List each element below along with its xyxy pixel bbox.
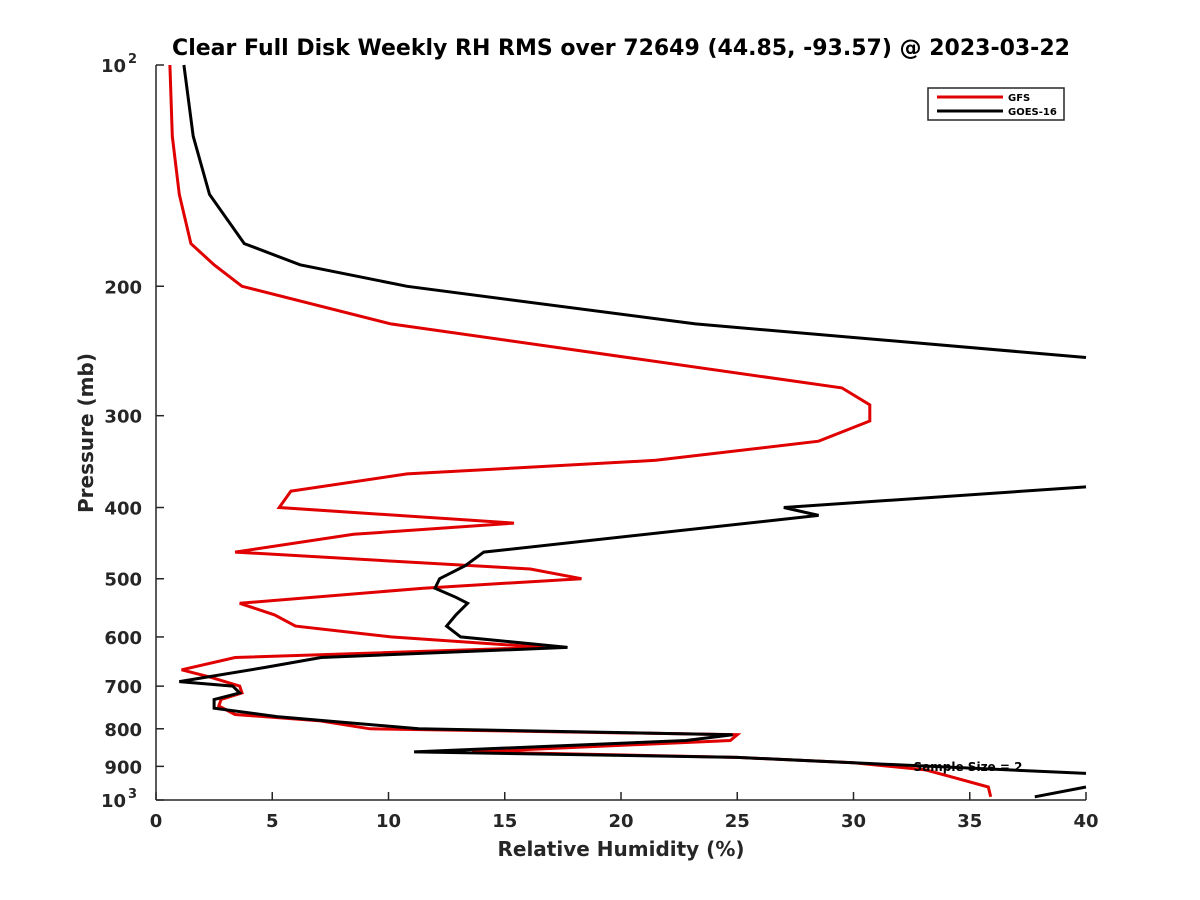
- x-tick-label: 35: [957, 811, 982, 832]
- x-tick-label: 15: [492, 811, 517, 832]
- y-tick-label: 500: [104, 570, 142, 591]
- y-tick-label-power: 10 2: [101, 52, 137, 77]
- x-axis-ticks: 0 5 10 15 20 25 30 35 40: [150, 792, 1099, 832]
- x-tick-label: 25: [725, 811, 750, 832]
- series-line-goes16-segment-3: [1034, 785, 1087, 799]
- chart-title: Clear Full Disk Weekly RH RMS over 72649…: [172, 36, 1070, 61]
- plot-area: [156, 65, 1086, 800]
- series-layer: [168, 64, 1087, 799]
- y-tick-label-power: 10 3: [101, 787, 137, 812]
- x-tick-label: 0: [150, 811, 163, 832]
- x-tick-label: 10: [376, 811, 401, 832]
- series-line-goes16-segment-1: [182, 64, 1087, 359]
- series-line-goes16-segment-2: [179, 485, 1087, 775]
- y-tick-label: 700: [104, 677, 142, 698]
- x-tick-label: 5: [266, 811, 279, 832]
- legend-label-goes16: GOES-16: [1008, 107, 1057, 118]
- x-tick-label: 40: [1073, 811, 1098, 832]
- legend-label-gfs: GFS: [1008, 93, 1030, 104]
- x-tick-label: 20: [608, 811, 633, 832]
- x-tick-label: 30: [841, 811, 866, 832]
- y-axis-title: Pressure (mb): [74, 353, 98, 513]
- sample-size-annotation: Sample Size = 2: [914, 760, 1023, 774]
- x-axis-title: Relative Humidity (%): [497, 837, 744, 861]
- y-tick-label: 400: [104, 499, 142, 520]
- y-tick-label: 200: [104, 277, 142, 298]
- y-tick-label: 600: [104, 628, 142, 649]
- y-tick-label-exponent: 2: [128, 52, 137, 67]
- series-line-gfs: [168, 64, 993, 798]
- y-tick-label: 300: [104, 407, 142, 428]
- y-tick-label-exponent: 3: [128, 787, 137, 802]
- y-tick-label-base: 10: [101, 791, 126, 812]
- legend: GFS GOES-16: [927, 87, 1065, 121]
- y-tick-label-base: 10: [101, 56, 126, 77]
- y-tick-label: 900: [104, 757, 142, 778]
- legend-box: [927, 87, 1065, 121]
- y-tick-label: 800: [104, 720, 142, 741]
